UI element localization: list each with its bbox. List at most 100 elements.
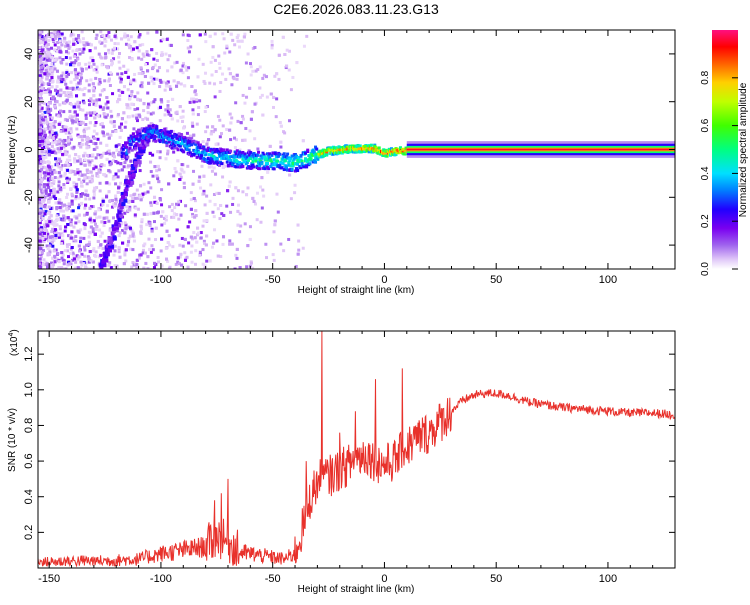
heatmap-cell (41, 234, 45, 238)
heatmap-cell (246, 244, 250, 248)
heatmap-cell (58, 148, 62, 152)
snr-series-line (38, 331, 675, 568)
heatmap-cell (76, 40, 80, 44)
heatmap-cell (76, 257, 80, 261)
heatmap-cell (61, 204, 65, 208)
heatmap-cell (41, 113, 45, 117)
heatmap-cell (118, 125, 122, 129)
heatmap-cell (101, 33, 105, 37)
heatmap-cell (121, 147, 125, 151)
heatmap-cell (47, 177, 51, 181)
heatmap-cell (246, 186, 250, 190)
heatmap-cell (84, 142, 88, 146)
heatmap-cell (152, 82, 156, 86)
heatmap-cell (176, 260, 180, 264)
heatmap-cell (112, 125, 116, 129)
heatmap-cell (98, 93, 102, 97)
heatmap-cell (146, 136, 150, 140)
heatmap-cell (125, 153, 129, 157)
heatmap-cell (260, 156, 264, 160)
heatmap-cell (138, 149, 143, 154)
heatmap-cell (122, 85, 126, 89)
heatmap-cell (146, 105, 150, 109)
heatmap-cell (223, 164, 227, 168)
heatmap-cell (178, 178, 182, 182)
heatmap-cell (80, 138, 84, 142)
heatmap-cell (93, 110, 97, 114)
heatmap-cell (201, 62, 205, 66)
heatmap-cell (265, 256, 269, 260)
heatmap-cell (70, 199, 74, 203)
heatmap-cell (81, 50, 85, 54)
heatmap-cell (38, 178, 42, 182)
heatmap-cell (289, 164, 293, 168)
heatmap-cell (138, 115, 142, 119)
heatmap-cell (97, 169, 101, 173)
heatmap-cell (88, 197, 92, 201)
heatmap-cell (70, 146, 74, 150)
heatmap-cell (229, 121, 233, 125)
heatmap-cell (38, 259, 42, 263)
heatmap-cell (160, 188, 164, 192)
heatmap-cell (54, 135, 58, 139)
heatmap-cell (40, 251, 44, 255)
heatmap-cell (86, 42, 90, 46)
heatmap-cell (72, 42, 76, 46)
heatmap-cell (44, 220, 48, 224)
heatmap-cell (70, 245, 74, 249)
heatmap-cell (70, 103, 74, 107)
heatmap-cell (235, 247, 239, 251)
heatmap-cell (114, 129, 118, 133)
heatmap-cell (89, 225, 93, 229)
heatmap-cell (89, 113, 93, 117)
heatmap-cell (57, 93, 61, 97)
heatmap-cell (63, 39, 67, 43)
heatmap-cell (107, 236, 111, 240)
heatmap-cell (101, 199, 105, 203)
heatmap-cell (234, 165, 238, 169)
heatmap-cell (43, 225, 47, 229)
heatmap-cell (157, 180, 161, 184)
heatmap-cell (59, 88, 63, 92)
heatmap-cell (260, 206, 264, 210)
heatmap-cell (49, 133, 53, 137)
heatmap-cell (165, 144, 169, 148)
heatmap-cell (202, 174, 206, 178)
heatmap-cell (236, 163, 240, 167)
heatmap-cell (119, 122, 123, 126)
heatmap-cell (123, 189, 128, 194)
heatmap-cell (128, 234, 132, 238)
heatmap-cell (301, 139, 305, 143)
heatmap-cell (394, 152, 398, 156)
heatmap-cell (65, 98, 69, 102)
heatmap-cell (44, 166, 48, 170)
heatmap-cell (205, 234, 209, 238)
heatmap-cell (50, 150, 54, 154)
heatmap-cell (179, 175, 183, 179)
heatmap-cell (65, 118, 69, 122)
heatmap-cell (241, 150, 245, 154)
heatmap-cell (211, 159, 215, 163)
heatmap-cell (91, 59, 95, 63)
heatmap-cell (330, 148, 334, 152)
heatmap-cell (273, 219, 277, 223)
heatmap-cell (285, 48, 289, 52)
heatmap-cell (255, 164, 259, 168)
heatmap-cell (81, 262, 85, 266)
heatmap-cell (79, 267, 83, 269)
heatmap-cell (152, 100, 156, 104)
heatmap-cell (185, 145, 189, 149)
heatmap-cell (87, 242, 91, 246)
heatmap-cell (75, 82, 79, 86)
heatmap-cell (64, 163, 68, 167)
heatmap-cell (100, 122, 104, 126)
heatmap-cell (279, 145, 283, 149)
heatmap-cell (141, 145, 146, 150)
heatmap-cell (53, 254, 57, 258)
heatmap-cell (240, 161, 244, 165)
heatmap-cell (129, 35, 133, 39)
heatmap-cell (151, 139, 155, 143)
heatmap-cell (58, 39, 62, 43)
heatmap-cell (38, 172, 42, 176)
heatmap-cell (235, 77, 239, 81)
